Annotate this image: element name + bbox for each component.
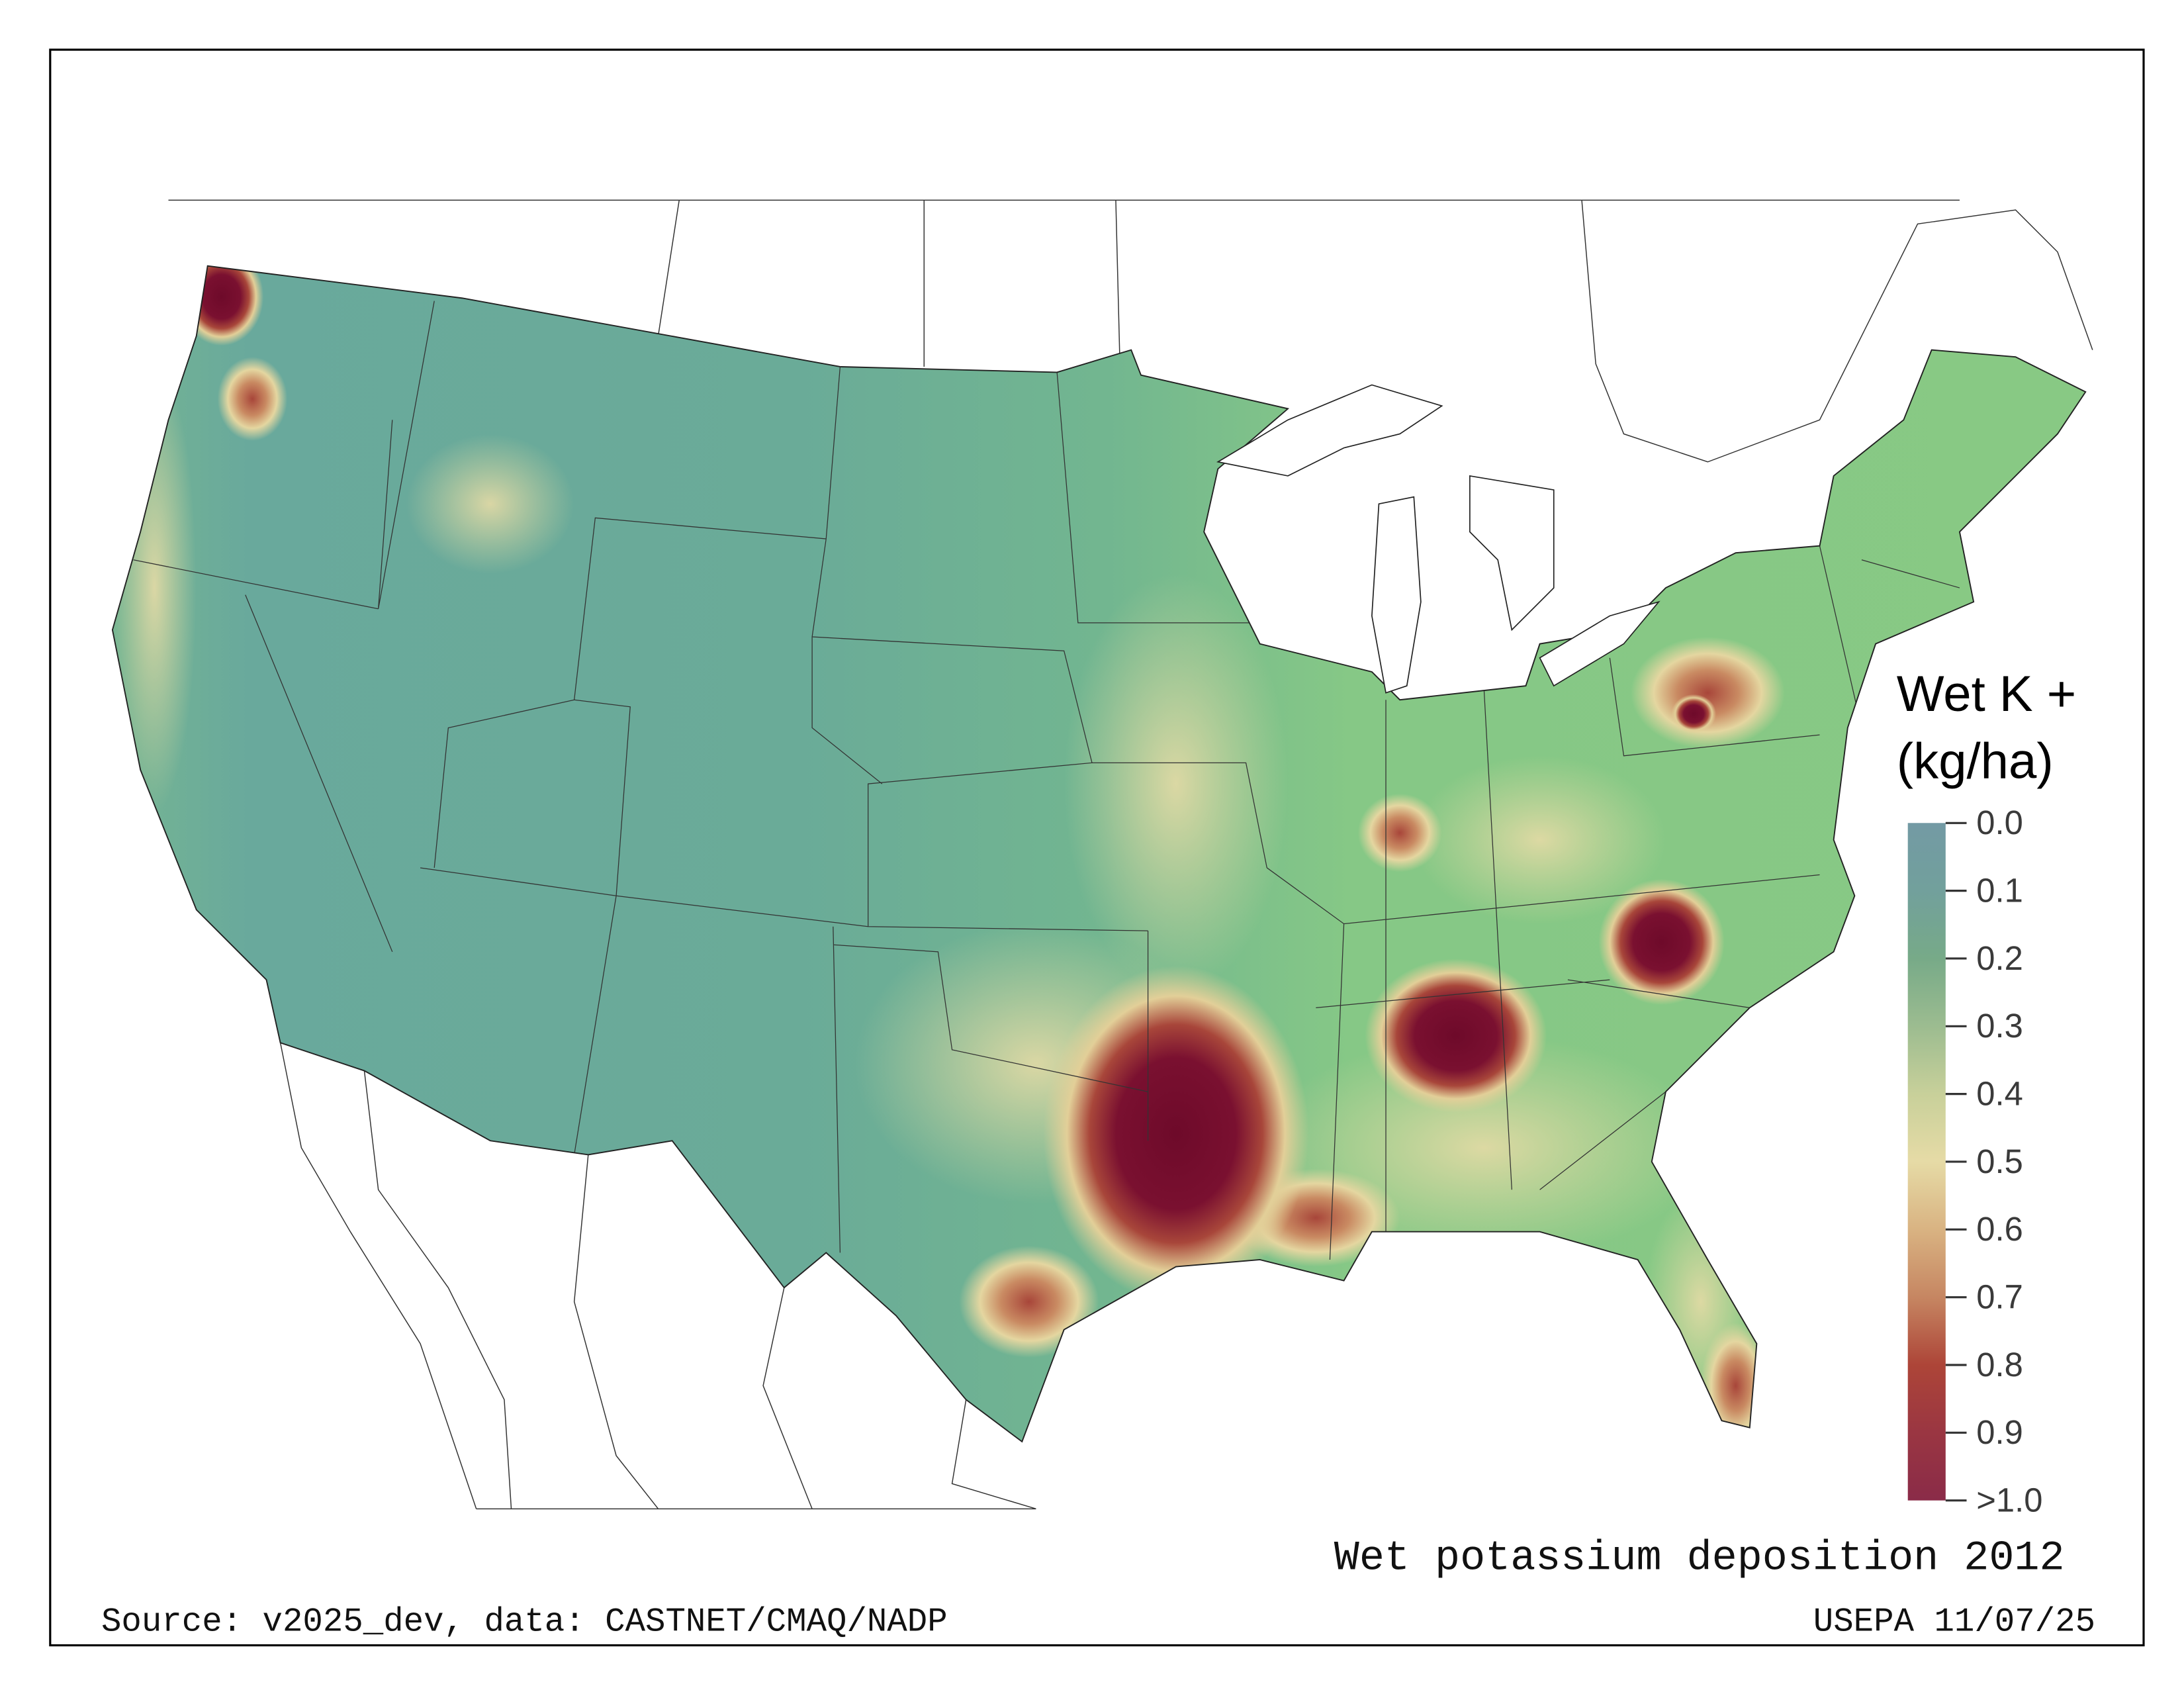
legend-tick-label: 0.2 xyxy=(1976,939,2023,977)
map-title: Wet potassium deposition 2012 xyxy=(1334,1534,2065,1582)
figure-frame xyxy=(49,48,2145,1647)
legend-tick-label: >1.0 xyxy=(1976,1481,2042,1519)
hotspot-seattle xyxy=(179,265,264,346)
source-caption: Source: v2025_dev, data: CASTNET/CMAQ/NA… xyxy=(101,1603,948,1641)
legend-tick-label: 0.1 xyxy=(1976,872,2023,910)
legend-tick-label: 0.6 xyxy=(1976,1210,2023,1248)
legend-title-line2: (kg/ha) xyxy=(1897,733,2054,790)
pale-region-midwest xyxy=(1064,573,1289,994)
lake-superior xyxy=(1216,384,1443,477)
legend-color-bar xyxy=(1907,823,1946,1501)
color-legend: Wet K + (kg/ha) 0.0 0.1 0.2 0.3 0.4 0.5 0.6 0.7… xyxy=(1897,666,2076,1519)
legend-tick-label: 0.8 xyxy=(1976,1346,2023,1383)
legend-tick-label: 0.9 xyxy=(1976,1413,2023,1451)
warm-region-houston xyxy=(959,1245,1099,1358)
pale-region-ohio-valley xyxy=(1414,755,1666,924)
warm-region-oregon xyxy=(217,357,288,442)
hotspot-pennsylvania xyxy=(1671,694,1717,733)
lake-huron xyxy=(1469,475,1555,632)
neighbor-country-outlines xyxy=(168,199,2093,1510)
deposition-raster xyxy=(112,265,2086,1442)
pale-region-idaho xyxy=(406,434,574,574)
legend-tick-label: 0.4 xyxy=(1976,1075,2023,1113)
lake-erie xyxy=(1539,600,1661,687)
credit-caption: USEPA 11/07/25 xyxy=(1813,1603,2095,1641)
legend-title-line1: Wet K + xyxy=(1897,666,2076,722)
warm-region-pennsylvania xyxy=(1631,637,1785,749)
legend-tick-label: 0.3 xyxy=(1976,1007,2023,1045)
hotspot-alabama xyxy=(1365,959,1547,1113)
legend-tick-label: 0.7 xyxy=(1976,1278,2023,1316)
hotspot-louisiana xyxy=(1042,965,1309,1302)
warm-region-indiana xyxy=(1357,793,1442,872)
warm-region-south-florida xyxy=(1700,1323,1771,1442)
legend-tick-label: 0.5 xyxy=(1976,1143,2023,1180)
legend-tick-label: 0.0 xyxy=(1976,804,2023,841)
hotspot-north-carolina xyxy=(1598,878,1725,1006)
great-lakes xyxy=(1216,384,1661,694)
lake-michigan xyxy=(1371,496,1422,694)
state-borders xyxy=(133,301,1960,1260)
